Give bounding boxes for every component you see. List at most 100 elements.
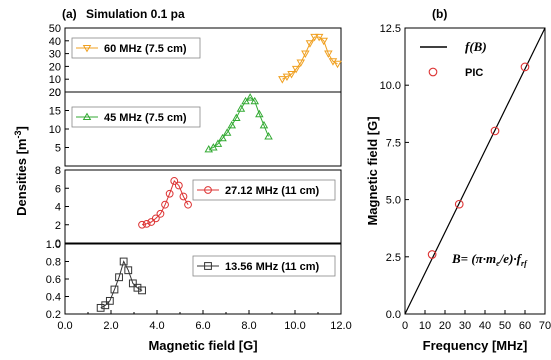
subplot-13mhz-ytick-label: 0.4 (46, 292, 61, 304)
data-point-27mhz (161, 200, 169, 209)
data-point-pic (490, 126, 500, 136)
data-point-27mhz (184, 200, 192, 209)
data-point-45mhz (236, 104, 246, 112)
data-point-pic (454, 199, 464, 209)
data-point-45mhz (213, 139, 223, 147)
data-point-27mhz (156, 209, 165, 218)
subplot-60mhz-ytick-label: 0 (55, 87, 61, 99)
legend-box-27mhz (192, 179, 336, 201)
data-point-60mhz (287, 71, 296, 79)
subplot-60mhz-ytick-label: 30 (49, 49, 61, 61)
legend-label-45mhz: 45 MHz (7.5 cm) (104, 112, 187, 124)
data-point-27mhz (142, 219, 151, 228)
formula-prefix: B= (π·m (451, 251, 496, 266)
data-point-13mhz (105, 296, 114, 305)
panel-a-xtick-label: 0.0 (57, 320, 72, 332)
data-point-27mhz (179, 192, 188, 201)
data-point-60mhz (282, 73, 292, 82)
subplot-60mhz-ytick-label: 20 (49, 61, 61, 73)
subplot-45mhz-ytick-label: 15 (49, 106, 61, 118)
data-point-60mhz (305, 40, 315, 48)
formula-middle: /e)·f (499, 251, 523, 266)
series-line-60mhz (282, 36, 338, 80)
panel-a-xtick-label: 12.0 (330, 320, 351, 332)
legend-marker-45mhz (82, 112, 92, 121)
data-point-45mhz (232, 113, 241, 121)
data-point-27mhz (151, 214, 160, 223)
panel-b-frame (404, 27, 546, 315)
panel-a-ylabel-end: ] (14, 126, 29, 130)
subplot-27mhz-ytick-label: 6 (55, 183, 61, 195)
panel-b-ylabel: Magnetic field [G] (365, 116, 380, 225)
panel-b-xtick-label: 50 (499, 320, 511, 332)
formula-sub-e: e (496, 259, 500, 268)
data-point-13mhz (110, 285, 119, 294)
subplot-27mhz-ytick-label: 0 (55, 238, 61, 250)
legend-marker-60mhz (82, 44, 92, 53)
data-point-60mhz (278, 76, 287, 84)
data-point-45mhz (264, 131, 273, 140)
subplot-45mhz: 5 10 15 20 45 MHz (7.5 cm) (49, 87, 273, 155)
data-point-45mhz (250, 96, 260, 105)
panel-a-xtick-label: 4.0 (149, 320, 164, 332)
panel-a-xlabel: Magnetic field [G] (148, 338, 257, 353)
subplot-13mhz-ytick-label: 0.6 (46, 274, 61, 286)
panel-b-ytick-label: 10.0 (380, 80, 401, 92)
data-point-27mhz (138, 220, 146, 229)
panel-a-xtick-label: 10.0 (284, 320, 305, 332)
subplot-frame-45mhz (64, 91, 342, 167)
data-point-60mhz (314, 33, 324, 42)
data-point-pic (427, 250, 437, 259)
data-point-60mhz (310, 33, 319, 42)
data-point-45mhz (227, 120, 237, 129)
legend-box-13mhz (192, 255, 336, 277)
panel-b-ytick-label: 0.0 (386, 309, 401, 321)
data-point-45mhz (245, 93, 255, 101)
data-point-pic (520, 62, 530, 72)
panel-a-ylabel-sup: -3 (13, 131, 23, 139)
legend-box-45mhz (71, 106, 201, 128)
data-point-45mhz (222, 128, 232, 136)
subplot-60mhz-ytick-label: 40 (49, 36, 61, 48)
legend-label-13mhz: 13.56 MHz (11 cm) (225, 261, 319, 273)
data-point-60mhz (319, 37, 329, 46)
data-point-60mhz (301, 50, 310, 59)
panel-a-ylabel-main: Densities [m (14, 139, 29, 216)
subplot-45mhz-ytick-label: 5 (55, 143, 61, 155)
panel-a-title: Simulation 0.1 pa (86, 7, 185, 21)
data-point-13mhz (138, 286, 146, 295)
panel-a-ylabel: Densities [m-3] (13, 126, 29, 216)
panel-b-xtick-label: 70 (539, 320, 551, 332)
panel-b-label: (b) (432, 7, 447, 21)
data-point-45mhz (241, 96, 250, 105)
legend-marker-13mhz (204, 262, 212, 270)
subplot-13mhz-ytick-label: 1.0 (46, 239, 61, 251)
subplot-60mhz-ytick-label: 50 (49, 23, 61, 35)
legend-pic-marker (428, 67, 438, 77)
data-point-13mhz (96, 303, 105, 312)
data-point-27mhz (174, 181, 183, 190)
panel-b-ytick-label: 7.5 (386, 137, 401, 149)
panel-b-xtick-label: 40 (479, 320, 491, 332)
data-point-27mhz (165, 189, 174, 198)
subplot-27mhz-ytick-label: 2 (55, 220, 61, 232)
panel-b-xtick-label: 20 (439, 320, 451, 332)
panel-a-label: (a) (62, 7, 77, 21)
series-line-fb (404, 27, 546, 315)
panel-b-ytick-label: 2.5 (386, 252, 401, 264)
panel-b-ytick-label: 5.0 (386, 195, 401, 207)
panel-a-xtick-label: 8.0 (241, 320, 256, 332)
panel-b-xtick-label: 0 (402, 320, 408, 332)
panel-b-xtick-label: 10 (419, 320, 431, 332)
panel-b-content: 0 10 20 30 40 50 60 70 0.0 2.5 5.0 7.5 10.0 12.5 (380, 23, 551, 332)
data-point-60mhz (296, 59, 306, 67)
legend-fb-label: f(B) (465, 39, 487, 54)
subplot-45mhz-ytick-label: 10 (49, 124, 61, 136)
subplot-60mhz-ytick-label: 10 (49, 74, 61, 86)
subplot-27mhz-ytick-label: 8 (55, 165, 61, 177)
data-point-60mhz (333, 60, 342, 69)
subplot-13mhz: 0.2 0.4 0.6 0.8 1.0 13.56 MHz (11 cm) (46, 239, 336, 321)
